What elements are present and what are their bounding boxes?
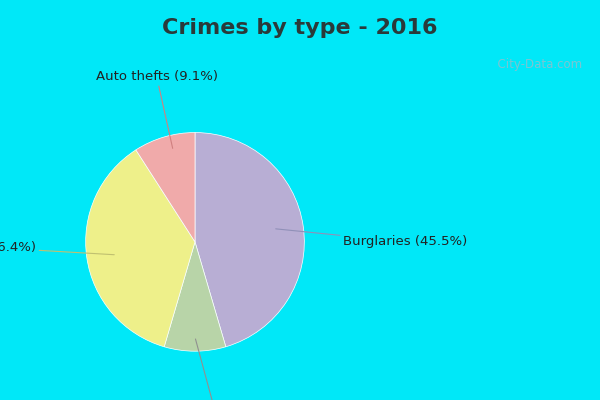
Text: Thefts (36.4%): Thefts (36.4%) <box>0 241 114 255</box>
Text: Robberies (9.1%): Robberies (9.1%) <box>160 339 274 400</box>
Wedge shape <box>195 132 304 347</box>
Wedge shape <box>86 150 195 347</box>
Wedge shape <box>136 132 195 242</box>
Text: City-Data.com: City-Data.com <box>490 58 582 72</box>
Text: Auto thefts (9.1%): Auto thefts (9.1%) <box>96 70 218 148</box>
Wedge shape <box>164 242 226 351</box>
Text: Burglaries (45.5%): Burglaries (45.5%) <box>275 229 467 248</box>
Text: Crimes by type - 2016: Crimes by type - 2016 <box>162 18 438 38</box>
